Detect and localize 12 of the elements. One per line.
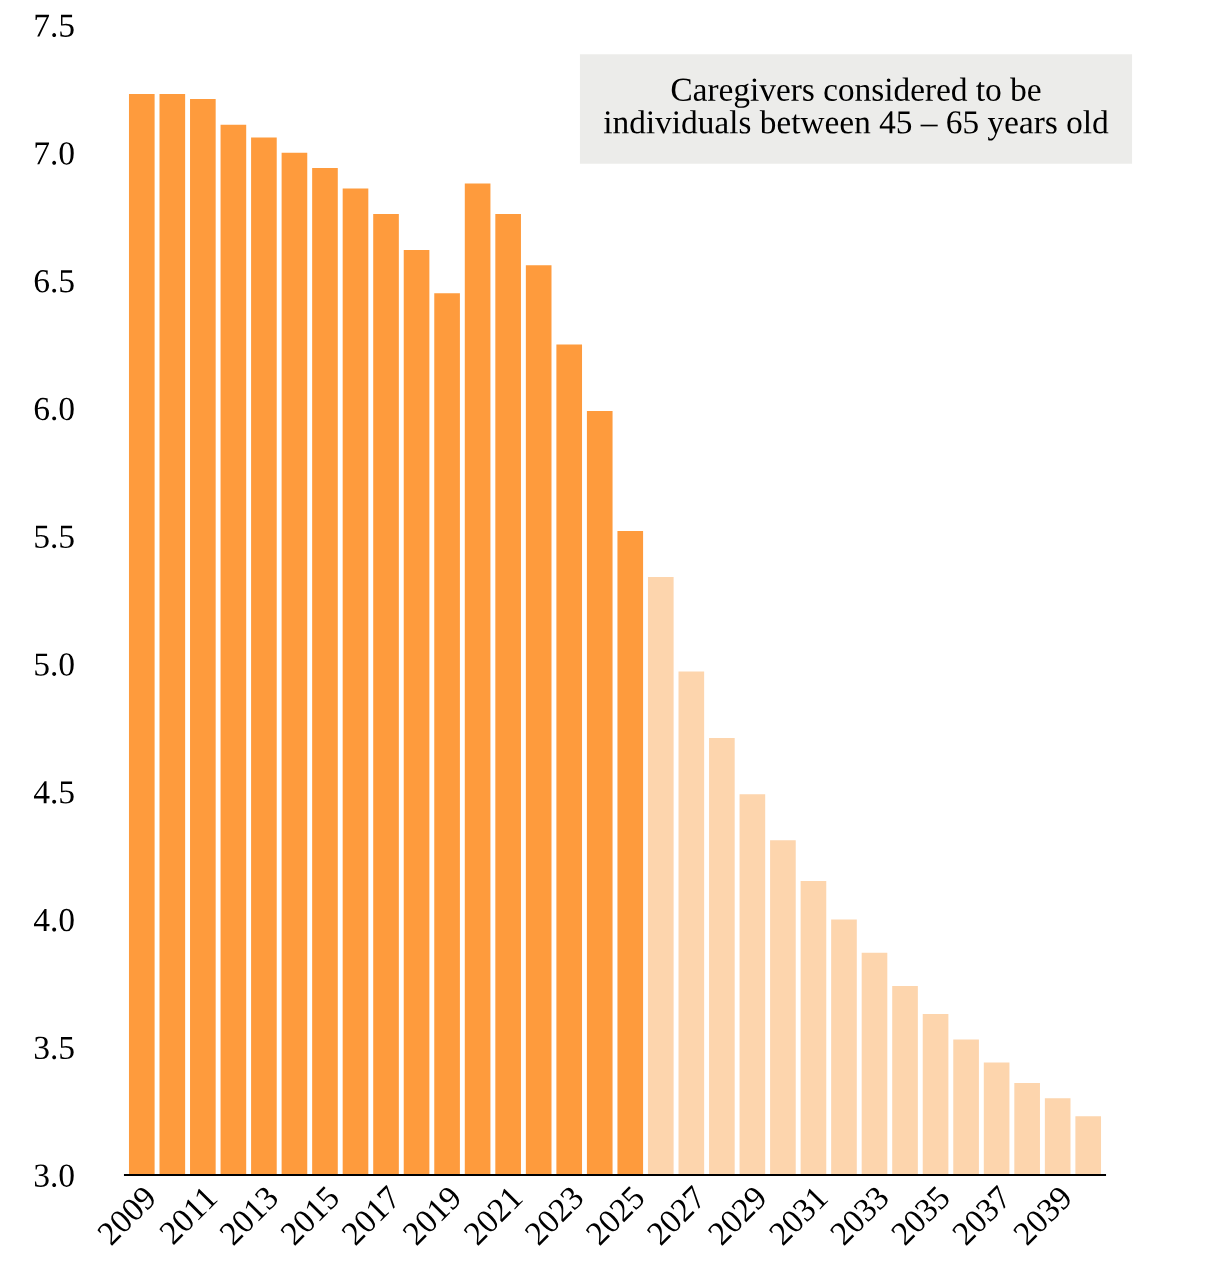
y-tick-label: 4.5 bbox=[33, 781, 74, 804]
y-tick-label: 4.0 bbox=[33, 908, 74, 932]
x-tick-label: 2011 bbox=[158, 1185, 219, 1246]
y-tick-label: 7.0 bbox=[35, 142, 74, 165]
y-tick-label: 5.5 bbox=[35, 525, 74, 549]
y-tick-label: 6.0 bbox=[34, 397, 74, 421]
y-tick-label: 5.0 bbox=[35, 653, 74, 676]
y-tick-label: 3.0 bbox=[34, 1164, 74, 1188]
y-tick-label: 7.5 bbox=[35, 14, 74, 38]
y-tick-label: 3.5 bbox=[34, 1036, 74, 1060]
annotation: Caregivers considered to be individuals between 45 – 65 years old bbox=[603, 77, 1109, 141]
y-tick-label: 6.5 bbox=[34, 270, 74, 293]
